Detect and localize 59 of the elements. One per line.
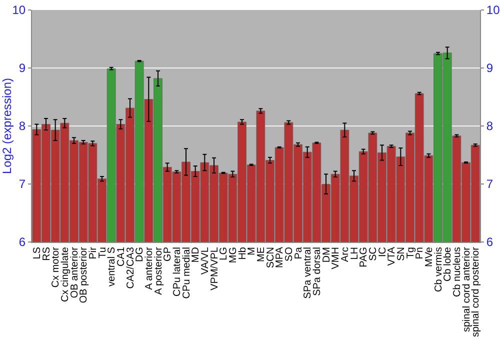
y2-tick-label: 9 [486, 61, 494, 76]
y-tick-label: 8 [18, 119, 26, 134]
x-tick-label: OB posterior [78, 246, 90, 304]
x-tick-label: CA1 [116, 246, 127, 266]
y-tick-label: 6 [18, 235, 26, 250]
x-tick-label: LS [32, 246, 43, 260]
y2-tick-label: 6 [486, 235, 494, 250]
x-tick-label: A posterior [153, 246, 164, 295]
x-tick-label: Cb vermis [433, 247, 444, 292]
y2-tick-label: 8 [486, 119, 494, 134]
x-tick-label: DG [134, 246, 146, 262]
x-tick-label: RS [41, 246, 52, 261]
x-tick-label: spinal cord posterior [470, 246, 482, 338]
x-tick-label: Pn [414, 247, 426, 260]
x-tick-label: A anterior [144, 246, 155, 290]
x-tick-label: SCN [265, 247, 276, 268]
x-tick-label: Arc [340, 247, 351, 262]
y-tick-label: 9 [18, 61, 26, 76]
x-tick-label: PAG [358, 246, 370, 268]
x-tick-label: VMH [330, 247, 342, 270]
x-tick-label: MVe [424, 246, 435, 268]
x-tick-label: spinal cord anterior [461, 246, 472, 332]
x-tick-label: LG [218, 246, 230, 260]
x-tick-label: CA2/CA3 [125, 246, 136, 289]
x-tick-label: VPM/VPL [209, 246, 220, 290]
x-tick-label: CPu medial [181, 247, 192, 299]
x-tick-label: Pa [293, 246, 304, 260]
x-tick-label: IC [377, 247, 388, 257]
x-tick-label: GP [162, 246, 174, 262]
y-axis-title: Log2 (expression) [0, 78, 14, 174]
x-tick-label: ME [256, 246, 267, 262]
x-tick-label: Pir [88, 246, 99, 260]
x-tick-label: MPA [274, 246, 286, 268]
x-tick-label: SC [368, 247, 379, 261]
x-tick-label: Tg [405, 247, 416, 259]
x-tick-label: CPu lateral [172, 247, 183, 296]
x-tick-label: Cx cingulate [60, 246, 71, 302]
x-tick-label: Tu [97, 247, 108, 258]
y2-tick-label: 7 [486, 177, 494, 192]
x-tick-label: Cb nucleus [452, 247, 463, 298]
x-tick-label: DM [321, 247, 332, 263]
y-tick-label: 7 [18, 177, 26, 192]
x-tick-label: Cb lobe [442, 246, 454, 282]
x-tick-label: MD [190, 247, 202, 263]
y2-tick-label: 10 [486, 3, 500, 18]
y-tick-label: 10 [12, 3, 26, 18]
x-tick-label: MG [228, 246, 239, 264]
x-tick-label: Cx motor [50, 246, 62, 288]
x-tick-label: SO [284, 246, 295, 262]
x-tick-label: VTA [386, 246, 398, 266]
x-tick-label: SPa dorsal [312, 247, 323, 296]
x-tick-label: ventral S [106, 246, 118, 286]
x-tick-label: SPa ventral [302, 247, 314, 299]
x-tick-label: SN [396, 247, 407, 261]
x-tick-label: M [246, 247, 258, 256]
x-tick-label: LH [349, 247, 360, 260]
x-tick-label: OB anterior [69, 246, 80, 298]
x-tick-label: VA/VL [200, 246, 211, 275]
x-tick-label: Hb [237, 246, 248, 260]
